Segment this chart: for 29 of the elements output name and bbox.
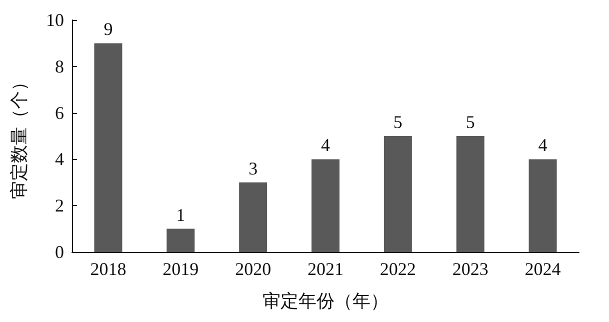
data-label: 3 [248,158,258,178]
data-label: 5 [393,112,402,132]
y-tick-label: 8 [55,56,64,76]
y-tick-label: 6 [55,102,64,123]
x-tick-label: 2021 [308,259,344,279]
bar [166,228,195,252]
data-label: 4 [538,135,548,156]
x-tick-label: 2020 [235,259,272,279]
data-label: 9 [104,19,113,40]
bar [456,136,484,252]
x-tick-label: 2024 [524,259,561,279]
data-label: 1 [176,204,186,225]
y-tick-label: 2 [55,196,64,216]
x-tick-label: 2018 [90,259,126,279]
y-tick-label: 4 [55,149,64,170]
bar [312,159,340,252]
data-label: 5 [466,112,475,132]
bar [239,182,268,252]
x-tick-label: 2019 [162,259,199,279]
bar [94,43,122,252]
x-tick-label: 2023 [452,259,488,279]
bar [528,159,557,252]
y-tick-label: 0 [55,242,64,262]
data-label: 4 [321,135,330,156]
x-axis-title: 审定年份（年） [262,291,388,311]
bar [384,136,412,252]
y-axis-title: 审定数量（个） [9,73,29,199]
y-tick-label: 10 [46,10,64,30]
x-tick-label: 2022 [380,259,416,279]
